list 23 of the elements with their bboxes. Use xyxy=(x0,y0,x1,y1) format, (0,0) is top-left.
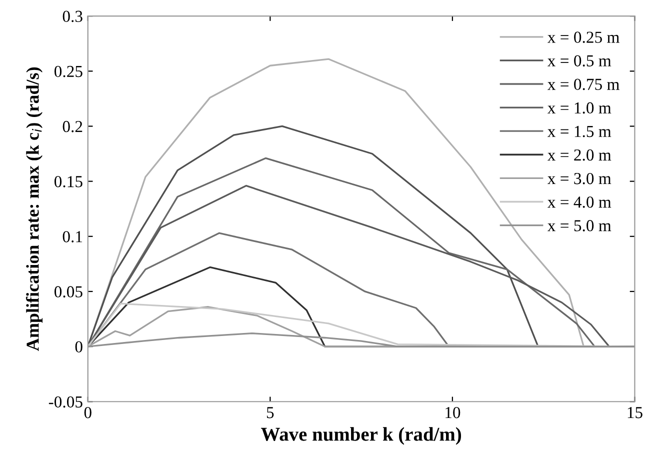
legend-label: x = 0.5 m xyxy=(548,55,612,67)
x-axis-title: Wave number k (rad/m) xyxy=(261,427,462,445)
y-tick-label: 0 xyxy=(75,341,82,352)
x-tick-label: 5 xyxy=(266,407,274,418)
x-tick-label: 15 xyxy=(628,407,642,418)
legend-label: x = 0.25 m xyxy=(548,32,620,43)
legend-label: x = 1.0 m xyxy=(548,102,612,114)
y-axis-title: Amplification rate: max (k c$_{i}$) (rad/s) xyxy=(26,67,43,351)
legend-label: x = 0.75 m xyxy=(548,78,620,90)
x-tick-label: 10 xyxy=(446,406,460,418)
x-tick-label: 0 xyxy=(84,406,92,418)
legend-label: x = 1.5 m xyxy=(548,126,612,138)
y-tick-label: 0.3 xyxy=(62,10,82,22)
legend-label: x = 2.0 m xyxy=(548,149,612,161)
legend-label: x = 3.0 m xyxy=(548,172,612,184)
y-tick-label: 0.05 xyxy=(54,286,82,298)
y-tick-label: 0.2 xyxy=(62,120,82,132)
y-tick-label: 0.25 xyxy=(54,66,82,78)
y-tick-label: 0.15 xyxy=(54,176,82,188)
y-tick-label: 0.1 xyxy=(62,231,82,242)
legend-label: x = 4.0 m xyxy=(548,196,612,208)
legend-label: x = 5.0 m xyxy=(548,220,612,232)
y-tick-label: -0.05 xyxy=(48,396,82,408)
